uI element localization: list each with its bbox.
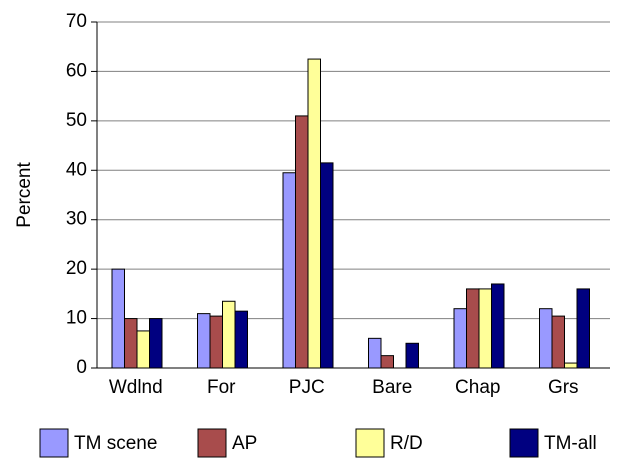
legend-swatch (355, 428, 385, 458)
legend-swatch (39, 428, 69, 458)
bar (491, 283, 505, 369)
y-tick-label: 10 (66, 308, 87, 329)
bar (405, 342, 419, 369)
legend-swatch (197, 428, 227, 458)
bar (307, 58, 321, 369)
bar (209, 315, 223, 369)
y-tick-label: 0 (76, 357, 87, 378)
legend-label: TM-all (544, 433, 597, 454)
bar (576, 288, 590, 369)
y-tick-label: 60 (66, 60, 87, 81)
y-tick-label: 30 (66, 209, 87, 230)
bar (478, 288, 492, 369)
legend-label: AP (232, 433, 257, 454)
bar (466, 288, 480, 369)
y-tick-label: 70 (66, 11, 87, 32)
x-tick-label: For (207, 377, 236, 398)
x-tick-label: Wdlnd (109, 377, 163, 398)
legend-label: R/D (390, 433, 423, 454)
bar (234, 310, 248, 369)
bar (551, 315, 565, 369)
x-tick-label: Chap (455, 377, 500, 398)
bar (282, 172, 296, 369)
x-tick-label: Bare (372, 377, 412, 398)
bar (368, 337, 382, 369)
bar (197, 313, 211, 369)
y-tick-label: 40 (66, 159, 87, 180)
bar (539, 308, 553, 369)
bar (320, 162, 334, 369)
bar (564, 362, 578, 369)
x-tick-label: Grs (548, 377, 579, 398)
bar (124, 318, 138, 369)
bar (111, 268, 125, 369)
legend-label: TM scene (74, 433, 157, 454)
bar (149, 318, 163, 369)
bar (295, 115, 309, 369)
y-axis-label: Percent (14, 162, 35, 228)
bar (222, 300, 236, 369)
bar (380, 355, 394, 369)
y-tick-label: 50 (66, 110, 87, 131)
x-tick-label: PJC (289, 377, 325, 398)
y-tick-label: 20 (66, 258, 87, 279)
bar (453, 308, 467, 369)
legend-swatch (509, 428, 539, 458)
bar (136, 330, 150, 369)
